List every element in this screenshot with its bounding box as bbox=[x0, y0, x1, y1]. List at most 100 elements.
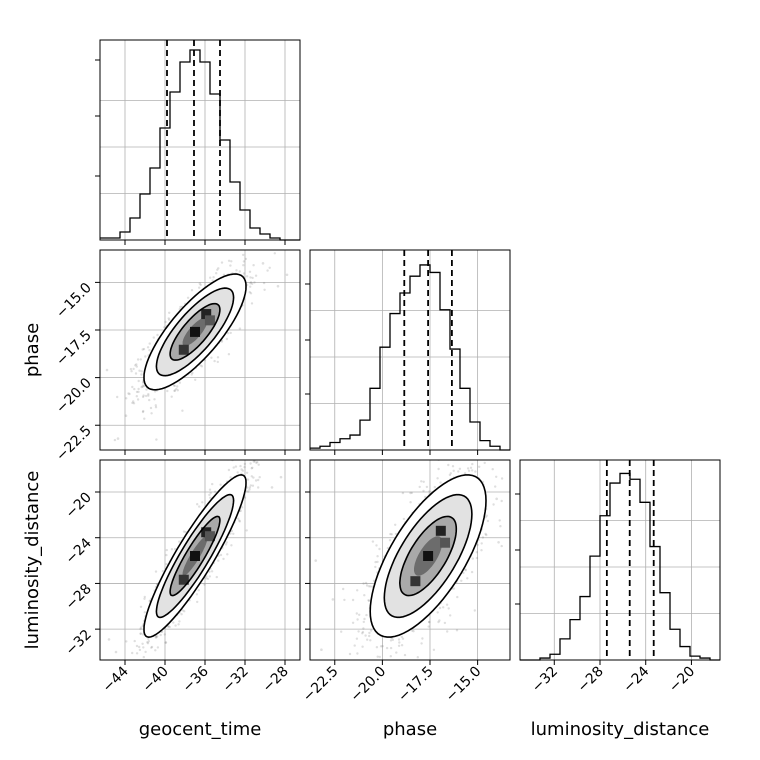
scatter-point bbox=[116, 395, 119, 399]
scatter-point bbox=[173, 547, 177, 551]
scatter-point bbox=[443, 621, 447, 625]
scatter-point bbox=[190, 289, 194, 292]
scatter-point bbox=[142, 655, 145, 659]
scatter-point bbox=[369, 629, 373, 632]
scatter-point bbox=[466, 467, 470, 470]
scatter-point bbox=[147, 640, 150, 643]
scatter-point bbox=[447, 463, 450, 467]
x-tick-label: −40 bbox=[140, 664, 172, 696]
scatter-point bbox=[386, 546, 390, 550]
scatter-point bbox=[107, 638, 111, 641]
scatter-point bbox=[154, 404, 157, 407]
scatter-point bbox=[174, 624, 177, 627]
scatter-point bbox=[143, 384, 146, 388]
scatter-point bbox=[249, 292, 253, 295]
y-tick-label: −20.0 bbox=[53, 375, 95, 417]
scatter-point bbox=[222, 273, 226, 276]
scatter-point bbox=[421, 637, 424, 640]
scatter-point bbox=[351, 598, 355, 602]
scatter-point bbox=[198, 286, 201, 289]
scatter-point bbox=[428, 490, 431, 493]
scatter-point bbox=[196, 503, 199, 506]
scatter-point bbox=[447, 607, 450, 610]
y-tick-label: −22.5 bbox=[53, 423, 95, 465]
scatter-point bbox=[229, 331, 232, 335]
scatter-point bbox=[494, 485, 497, 488]
scatter-point bbox=[492, 503, 495, 506]
scatter-point bbox=[457, 470, 460, 473]
scatter-point bbox=[416, 656, 419, 659]
scatter-point bbox=[357, 630, 360, 633]
scatter-point bbox=[476, 543, 479, 547]
scatter-point bbox=[197, 589, 200, 592]
scatter-point bbox=[186, 296, 190, 299]
scatter-point bbox=[142, 394, 145, 397]
scatter-point bbox=[179, 305, 182, 309]
scatter-point bbox=[367, 599, 371, 602]
scatter-point bbox=[331, 598, 335, 601]
scatter-point bbox=[93, 412, 95, 414]
scatter-point bbox=[135, 652, 139, 655]
scatter-point bbox=[249, 282, 252, 285]
density-contour bbox=[383, 493, 473, 619]
scatter-point bbox=[173, 384, 176, 388]
scatter-point bbox=[150, 646, 153, 649]
scatter-point bbox=[480, 549, 483, 552]
scatter-point bbox=[217, 559, 220, 562]
scatter-point bbox=[455, 629, 459, 632]
scatter-point bbox=[135, 365, 138, 368]
density-contour bbox=[155, 493, 235, 619]
scatter-point bbox=[229, 532, 232, 535]
density-core-cells bbox=[178, 309, 215, 355]
scatter-point bbox=[394, 523, 397, 526]
scatter-point bbox=[365, 613, 368, 617]
scatter-point bbox=[245, 275, 249, 278]
scatter-point bbox=[154, 649, 157, 652]
scatter-point bbox=[436, 611, 439, 614]
scatter-point bbox=[140, 373, 143, 376]
scatter-point bbox=[471, 462, 474, 466]
scatter-point bbox=[132, 367, 135, 371]
scatter-point bbox=[371, 661, 373, 663]
scatter-point bbox=[251, 484, 255, 487]
scatter-point bbox=[139, 632, 142, 635]
scatter-point bbox=[265, 432, 267, 434]
scatter-point bbox=[428, 620, 431, 624]
scatter-point bbox=[519, 457, 521, 459]
scatter-point bbox=[242, 253, 245, 257]
scatter-point bbox=[114, 662, 116, 664]
scatter-point bbox=[437, 467, 440, 471]
scatter-point bbox=[225, 541, 228, 544]
scatter-point bbox=[314, 559, 318, 562]
scatter-point bbox=[242, 272, 246, 275]
scatter-point bbox=[147, 394, 150, 397]
scatter-point bbox=[234, 465, 238, 468]
scatter-point bbox=[143, 597, 146, 600]
scatter-point bbox=[172, 621, 175, 624]
scatter-point bbox=[246, 490, 250, 493]
scatter-point bbox=[232, 466, 235, 469]
scatter-point bbox=[148, 342, 151, 345]
scatter-point bbox=[495, 475, 498, 478]
density-core-cells bbox=[178, 527, 215, 585]
scatter-point bbox=[168, 311, 171, 314]
y-tick-label: −32 bbox=[63, 627, 95, 659]
scatter-point bbox=[263, 446, 265, 448]
scatter-point bbox=[208, 570, 211, 573]
scatter-point bbox=[438, 619, 441, 622]
scatter-point bbox=[445, 603, 449, 606]
scatter-point bbox=[154, 570, 158, 573]
scatter-point bbox=[148, 398, 151, 402]
scatter-point bbox=[254, 274, 258, 277]
scatter-point bbox=[368, 634, 371, 638]
scatter-point bbox=[250, 467, 253, 470]
panel-frame bbox=[99, 39, 301, 241]
scatter-point bbox=[481, 536, 485, 539]
scatter-point bbox=[241, 469, 245, 472]
scatter-point bbox=[238, 327, 242, 330]
scatter-point bbox=[140, 370, 143, 373]
density-core-cell bbox=[178, 344, 189, 355]
scatter-point bbox=[236, 471, 239, 474]
scatter-point bbox=[500, 499, 503, 503]
